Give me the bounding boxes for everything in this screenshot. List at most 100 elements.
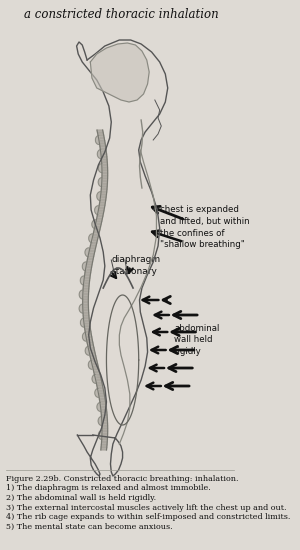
Polygon shape	[93, 370, 100, 372]
Polygon shape	[95, 206, 98, 214]
Polygon shape	[102, 439, 107, 442]
Polygon shape	[92, 238, 98, 240]
Text: chest is expanded
and lifted, but within
the confines of
"shallow breathing": chest is expanded and lifted, but within…	[160, 205, 249, 249]
Polygon shape	[100, 149, 106, 151]
Polygon shape	[99, 138, 105, 141]
Polygon shape	[101, 184, 107, 186]
Polygon shape	[101, 160, 107, 162]
Polygon shape	[98, 431, 102, 439]
Polygon shape	[83, 286, 89, 289]
Polygon shape	[102, 178, 108, 181]
Polygon shape	[101, 412, 107, 415]
Text: a constricted thoracic inhalation: a constricted thoracic inhalation	[24, 8, 218, 21]
Polygon shape	[90, 246, 96, 248]
Polygon shape	[83, 316, 89, 318]
Polygon shape	[100, 200, 106, 202]
Polygon shape	[100, 151, 106, 154]
Polygon shape	[82, 332, 86, 341]
Polygon shape	[101, 415, 107, 418]
Text: 3) The external intercostal muscles actively lift the chest up and out.: 3) The external intercostal muscles acti…	[7, 503, 287, 512]
Polygon shape	[102, 423, 108, 426]
Polygon shape	[97, 386, 103, 388]
Polygon shape	[84, 278, 90, 280]
Polygon shape	[85, 329, 91, 332]
Polygon shape	[101, 157, 107, 160]
Polygon shape	[98, 163, 102, 173]
Polygon shape	[85, 334, 92, 337]
Polygon shape	[90, 356, 96, 359]
Polygon shape	[76, 40, 168, 476]
Polygon shape	[97, 192, 101, 201]
Polygon shape	[95, 388, 98, 397]
Polygon shape	[102, 181, 107, 184]
Polygon shape	[79, 290, 83, 299]
Polygon shape	[102, 418, 107, 420]
Polygon shape	[100, 146, 106, 149]
Polygon shape	[102, 173, 108, 175]
Polygon shape	[98, 178, 102, 186]
Polygon shape	[83, 289, 89, 292]
Polygon shape	[83, 307, 88, 310]
Polygon shape	[84, 275, 90, 278]
Polygon shape	[101, 447, 107, 450]
Polygon shape	[102, 168, 108, 170]
Polygon shape	[101, 444, 107, 447]
Polygon shape	[101, 442, 107, 444]
Polygon shape	[88, 256, 94, 259]
Polygon shape	[102, 428, 108, 431]
Polygon shape	[99, 141, 105, 144]
Polygon shape	[83, 305, 88, 307]
Polygon shape	[83, 318, 89, 321]
Polygon shape	[88, 254, 94, 256]
Polygon shape	[88, 348, 94, 350]
Polygon shape	[102, 434, 108, 437]
Text: Figure 2.29b. Constricted thoracic breathing: inhalation.: Figure 2.29b. Constricted thoracic breat…	[7, 475, 239, 483]
Polygon shape	[95, 224, 101, 227]
Polygon shape	[92, 220, 95, 229]
Polygon shape	[98, 391, 104, 394]
Polygon shape	[94, 375, 101, 377]
Polygon shape	[102, 165, 108, 168]
Polygon shape	[98, 133, 104, 135]
Polygon shape	[102, 162, 107, 165]
Polygon shape	[89, 248, 95, 251]
Polygon shape	[96, 380, 102, 383]
Polygon shape	[101, 154, 107, 157]
Text: abdominal
wall held
rigidly: abdominal wall held rigidly	[174, 324, 220, 356]
Polygon shape	[90, 43, 149, 102]
Polygon shape	[83, 302, 88, 305]
Polygon shape	[97, 403, 101, 411]
Polygon shape	[82, 262, 86, 271]
Polygon shape	[98, 135, 104, 138]
Polygon shape	[91, 361, 98, 364]
Polygon shape	[98, 208, 104, 211]
Polygon shape	[95, 135, 99, 145]
Polygon shape	[83, 299, 88, 302]
Polygon shape	[83, 283, 89, 286]
Polygon shape	[95, 222, 102, 224]
Polygon shape	[97, 150, 101, 158]
Polygon shape	[97, 213, 103, 216]
Polygon shape	[84, 326, 90, 329]
Polygon shape	[101, 192, 107, 195]
Polygon shape	[100, 144, 106, 146]
Polygon shape	[94, 227, 101, 229]
Polygon shape	[100, 407, 106, 410]
Polygon shape	[87, 259, 93, 262]
Polygon shape	[84, 321, 90, 323]
Polygon shape	[90, 243, 97, 246]
Polygon shape	[89, 350, 95, 353]
Polygon shape	[93, 232, 99, 235]
Polygon shape	[96, 219, 102, 222]
Polygon shape	[94, 372, 100, 375]
Polygon shape	[79, 304, 83, 313]
Polygon shape	[85, 267, 91, 270]
Polygon shape	[85, 270, 91, 272]
Polygon shape	[85, 248, 88, 257]
Polygon shape	[91, 359, 97, 361]
Polygon shape	[98, 416, 102, 426]
Polygon shape	[89, 234, 92, 243]
Polygon shape	[101, 410, 107, 412]
Polygon shape	[99, 396, 105, 399]
Polygon shape	[86, 262, 93, 265]
